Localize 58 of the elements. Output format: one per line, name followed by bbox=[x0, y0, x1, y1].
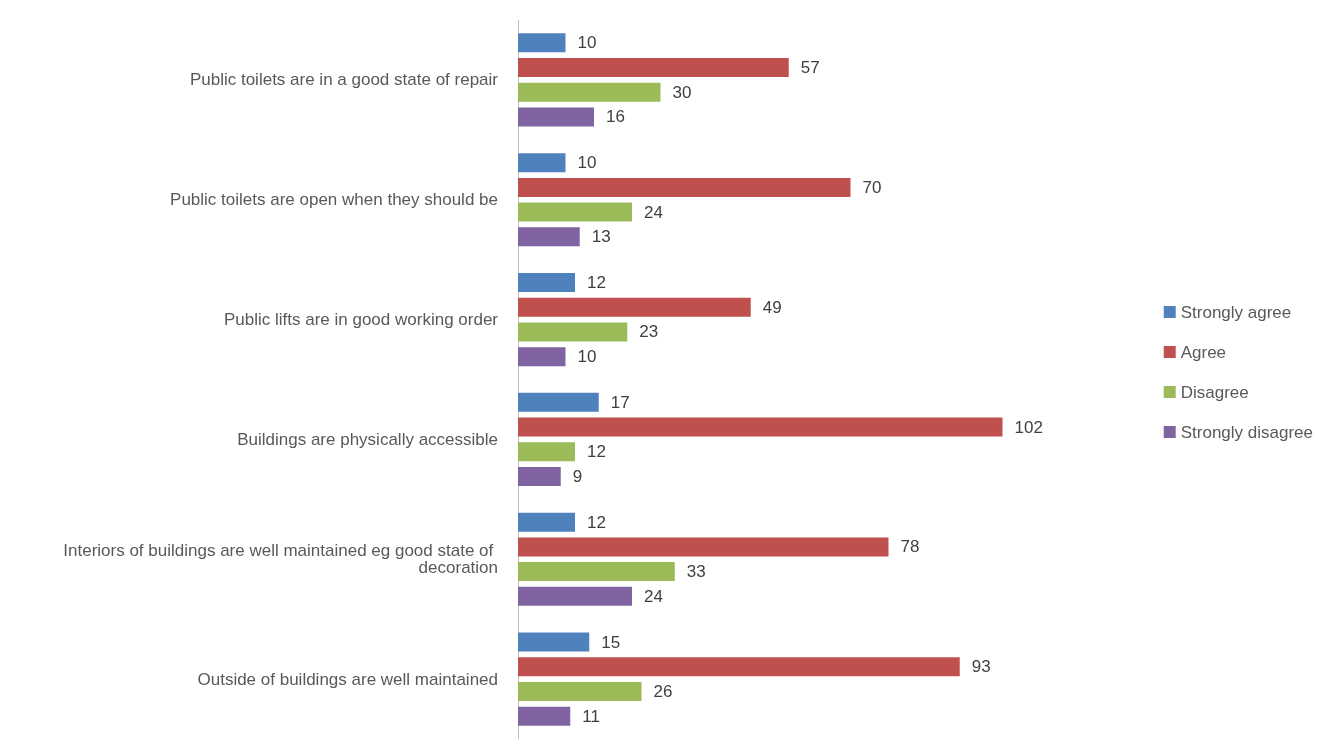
legend-label: Disagree bbox=[1180, 382, 1249, 402]
legend-label: Strongly agree bbox=[1180, 302, 1292, 322]
bar bbox=[518, 657, 960, 677]
y-tick-label: Public toilets are in a good state of repair bbox=[189, 70, 499, 90]
bar bbox=[518, 33, 566, 53]
data-label: 30 bbox=[672, 82, 692, 102]
y-tick-label: Public lifts are in good working order bbox=[223, 310, 499, 330]
y-tick-label: Buildings are physically accessible bbox=[237, 429, 498, 449]
data-label: 16 bbox=[606, 107, 625, 127]
data-label: 9 bbox=[572, 466, 583, 486]
bar bbox=[518, 273, 575, 293]
bar bbox=[518, 107, 594, 127]
bar bbox=[518, 177, 851, 197]
data-label: 10 bbox=[577, 153, 597, 173]
bar bbox=[518, 58, 789, 78]
data-label: 26 bbox=[653, 681, 673, 701]
y-tick-label: Outside of buildings are well maintained bbox=[197, 669, 498, 689]
bar bbox=[518, 586, 632, 606]
data-label: 23 bbox=[639, 322, 659, 342]
bar bbox=[518, 562, 675, 582]
data-label: 24 bbox=[644, 202, 663, 222]
bar bbox=[518, 681, 642, 701]
data-label: 12 bbox=[587, 512, 606, 532]
bar bbox=[518, 227, 580, 247]
bar bbox=[518, 82, 661, 102]
data-label: 102 bbox=[1014, 417, 1043, 437]
bar bbox=[518, 537, 889, 557]
bar bbox=[518, 466, 561, 486]
data-label: 24 bbox=[644, 586, 663, 606]
bar bbox=[518, 392, 599, 412]
bar bbox=[518, 153, 566, 173]
bar bbox=[518, 442, 575, 462]
legend-label: Agree bbox=[1180, 342, 1227, 362]
bar bbox=[518, 322, 628, 342]
data-label: 13 bbox=[591, 227, 611, 247]
legend-label: Strongly disagree bbox=[1180, 422, 1314, 442]
bar bbox=[518, 512, 575, 532]
data-label: 15 bbox=[601, 632, 621, 652]
data-label: 70 bbox=[862, 177, 882, 197]
bar bbox=[518, 297, 751, 317]
data-label: 12 bbox=[587, 442, 606, 462]
y-tick-label: Public toilets are open when they should be bbox=[170, 190, 498, 210]
bar bbox=[518, 202, 632, 222]
data-label: 12 bbox=[587, 273, 606, 293]
bar bbox=[518, 417, 1003, 437]
bar bbox=[518, 347, 566, 367]
data-label: 57 bbox=[800, 58, 820, 78]
data-label: 93 bbox=[971, 657, 991, 677]
data-label: 33 bbox=[686, 562, 706, 582]
data-label: 78 bbox=[900, 537, 920, 557]
data-label: 11 bbox=[582, 706, 600, 726]
data-label: 10 bbox=[577, 33, 597, 53]
data-label: 17 bbox=[610, 392, 630, 412]
data-label: 10 bbox=[577, 347, 597, 367]
data-label: 49 bbox=[762, 297, 782, 317]
y-tick-label: Interiors of buildings are well maintained eg good state of decoration bbox=[63, 541, 498, 578]
bar bbox=[518, 632, 590, 652]
bar bbox=[518, 706, 571, 726]
